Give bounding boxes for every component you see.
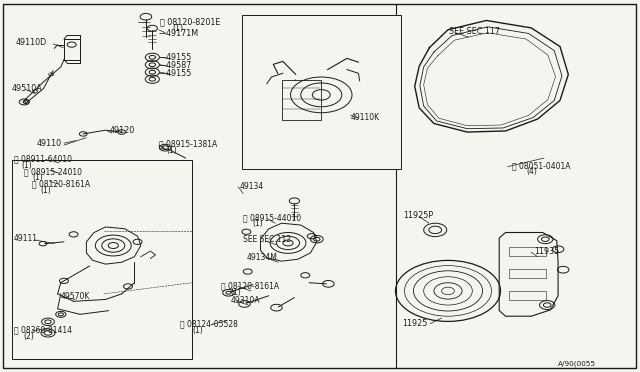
Text: Ⓑ 08120-8161A: Ⓑ 08120-8161A xyxy=(221,281,279,290)
Text: (1): (1) xyxy=(166,146,177,155)
Text: Ⓦ 08915-24010: Ⓦ 08915-24010 xyxy=(24,167,83,176)
Text: 49110D: 49110D xyxy=(16,38,47,47)
Bar xyxy=(509,269,546,278)
Text: (1): (1) xyxy=(173,24,184,33)
Text: 49310A: 49310A xyxy=(230,296,260,305)
Text: SEE SEC.112: SEE SEC.112 xyxy=(243,235,291,244)
Text: Ⓑ 08120-8201E: Ⓑ 08120-8201E xyxy=(160,18,220,27)
Text: SEE SEC.117: SEE SEC.117 xyxy=(449,27,500,36)
Text: 49110: 49110 xyxy=(37,139,62,148)
Text: 49510A: 49510A xyxy=(12,84,42,93)
Text: —49155: —49155 xyxy=(159,53,192,62)
Bar xyxy=(509,247,546,256)
Text: 49111: 49111 xyxy=(14,234,38,243)
Text: (4): (4) xyxy=(526,167,537,176)
Text: 11935: 11935 xyxy=(534,247,559,256)
Text: (1): (1) xyxy=(40,186,51,195)
Text: (1): (1) xyxy=(33,173,44,182)
Text: Ⓝ 08911-64010: Ⓝ 08911-64010 xyxy=(14,155,72,164)
Text: 49120: 49120 xyxy=(110,126,135,135)
Bar xyxy=(242,15,401,169)
Text: —49155: —49155 xyxy=(159,69,192,78)
Text: 49570K: 49570K xyxy=(61,292,90,301)
Text: —49587: —49587 xyxy=(159,61,192,70)
Text: (2): (2) xyxy=(23,332,34,341)
Text: (1): (1) xyxy=(21,161,32,170)
Text: Ⓦ 08915-44010: Ⓦ 08915-44010 xyxy=(243,213,301,222)
Bar xyxy=(64,39,80,60)
Text: Ⓑ 08120-8161A: Ⓑ 08120-8161A xyxy=(32,180,90,189)
Text: Ⓑ 08051-0401A: Ⓑ 08051-0401A xyxy=(512,161,570,170)
Bar xyxy=(509,291,546,300)
Text: A/90(0055: A/90(0055 xyxy=(558,360,596,367)
Text: —49171M: —49171M xyxy=(159,29,199,38)
Text: Ⓢ 08360-81414: Ⓢ 08360-81414 xyxy=(14,326,72,335)
Text: 49134M: 49134M xyxy=(246,253,277,262)
Text: (1): (1) xyxy=(192,326,203,335)
Bar xyxy=(12,160,192,359)
Text: 49134: 49134 xyxy=(240,182,264,190)
Text: Ⓦ 08915-1381A: Ⓦ 08915-1381A xyxy=(159,140,217,149)
Bar xyxy=(282,80,321,120)
Text: (1): (1) xyxy=(253,219,264,228)
Text: Ⓑ 08124-05528: Ⓑ 08124-05528 xyxy=(180,319,238,328)
Text: 11925P: 11925P xyxy=(403,211,433,220)
Text: 11925: 11925 xyxy=(402,319,428,328)
Text: 49110K: 49110K xyxy=(351,113,380,122)
Text: (1): (1) xyxy=(230,288,241,296)
